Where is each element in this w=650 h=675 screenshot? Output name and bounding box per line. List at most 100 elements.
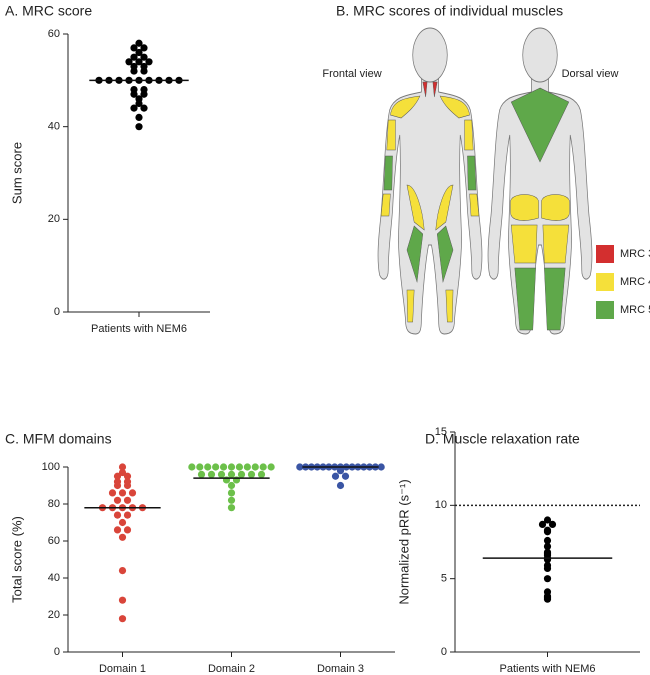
dorsal-body (487, 27, 593, 335)
view-label: Frontal view (322, 68, 381, 80)
data-point (118, 468, 127, 477)
data-point (113, 526, 122, 534)
muscle (406, 225, 454, 284)
data-point (135, 39, 143, 47)
data-point (135, 123, 143, 131)
data-point (118, 567, 127, 575)
data-point (130, 44, 138, 52)
y-tick-label: 80 (48, 498, 60, 510)
data-point (259, 463, 267, 471)
panel-title: D. Muscle relaxation rate (425, 431, 580, 447)
data-point (118, 518, 127, 527)
data-point (123, 472, 132, 480)
data-point (123, 526, 132, 534)
data-point (543, 564, 552, 573)
muscle (390, 95, 470, 119)
y-axis-label: Sum score (9, 142, 24, 204)
y-axis-label: Normalized pRR (s⁻¹) (396, 479, 411, 604)
data-point (135, 95, 143, 103)
data-point (135, 58, 143, 66)
x-tick-label: Patients with NEM6 (500, 663, 596, 675)
y-tick-label: 60 (48, 28, 60, 40)
data-point (140, 104, 148, 112)
data-point (217, 470, 226, 478)
muscle (406, 289, 454, 323)
muscle (406, 184, 454, 231)
data-point (188, 463, 196, 471)
muscle (422, 81, 438, 98)
data-point (257, 470, 266, 478)
y-tick-label: 40 (48, 121, 60, 133)
data-point (140, 86, 148, 94)
data-point (235, 463, 244, 471)
data-point (128, 489, 137, 497)
y-axis-label: Total score (%) (9, 516, 24, 603)
data-point (118, 615, 127, 623)
legend-label: MRC 5 (620, 304, 650, 316)
data-point (543, 516, 552, 524)
data-point (543, 536, 552, 545)
data-point (135, 113, 143, 121)
muscle (380, 193, 480, 217)
panel-title: A. MRC score (5, 3, 92, 19)
legend: MRC 3 MRC 4 MRC 5 (596, 245, 650, 319)
data-point (123, 478, 132, 486)
data-point (341, 472, 350, 480)
data-point (336, 481, 345, 490)
y-tick-label: 100 (42, 461, 60, 473)
data-point (543, 542, 552, 551)
data-point (227, 504, 236, 512)
muscle (514, 267, 566, 331)
legend-swatch (596, 245, 614, 263)
data-point (543, 528, 552, 536)
data-point (267, 463, 275, 471)
data-point (204, 463, 212, 471)
y-tick-label: 10 (435, 499, 447, 511)
muscle (510, 194, 570, 221)
panel-title: C. MFM domains (5, 431, 112, 447)
data-point (125, 58, 133, 66)
data-point (123, 511, 132, 519)
data-point (118, 489, 127, 497)
y-tick-label: 60 (48, 535, 60, 547)
y-tick-label: 0 (54, 646, 60, 658)
data-point (118, 533, 127, 541)
data-point (145, 58, 153, 66)
data-point (237, 470, 246, 478)
data-point (118, 463, 127, 471)
data-point (118, 596, 127, 604)
y-tick-label: 20 (48, 609, 60, 621)
muscle (510, 224, 570, 264)
y-tick-label: 0 (54, 306, 60, 318)
data-point (227, 496, 236, 504)
data-point (140, 44, 148, 52)
data-point (130, 104, 138, 112)
data-point (212, 463, 220, 471)
data-point (197, 470, 206, 478)
data-point (548, 520, 557, 529)
data-point (543, 575, 552, 583)
legend-label: MRC 3 (620, 248, 650, 260)
y-tick-label: 0 (441, 646, 447, 658)
data-point (196, 463, 204, 471)
data-point (135, 48, 143, 57)
data-point (130, 62, 138, 71)
x-tick-label: Domain 3 (317, 663, 364, 675)
y-tick-label: 15 (435, 426, 447, 438)
data-point (251, 463, 259, 471)
data-point (113, 472, 122, 480)
legend-swatch (596, 301, 614, 319)
legend-label: MRC 4 (620, 276, 650, 288)
data-point (123, 496, 132, 504)
data-point (207, 470, 216, 478)
legend-swatch (596, 273, 614, 291)
data-point (113, 511, 122, 519)
data-point (113, 478, 122, 486)
data-point (227, 463, 236, 471)
data-point (130, 86, 138, 94)
data-point (247, 470, 256, 478)
data-point (130, 53, 138, 61)
muscle (510, 87, 570, 163)
data-point (227, 470, 236, 478)
